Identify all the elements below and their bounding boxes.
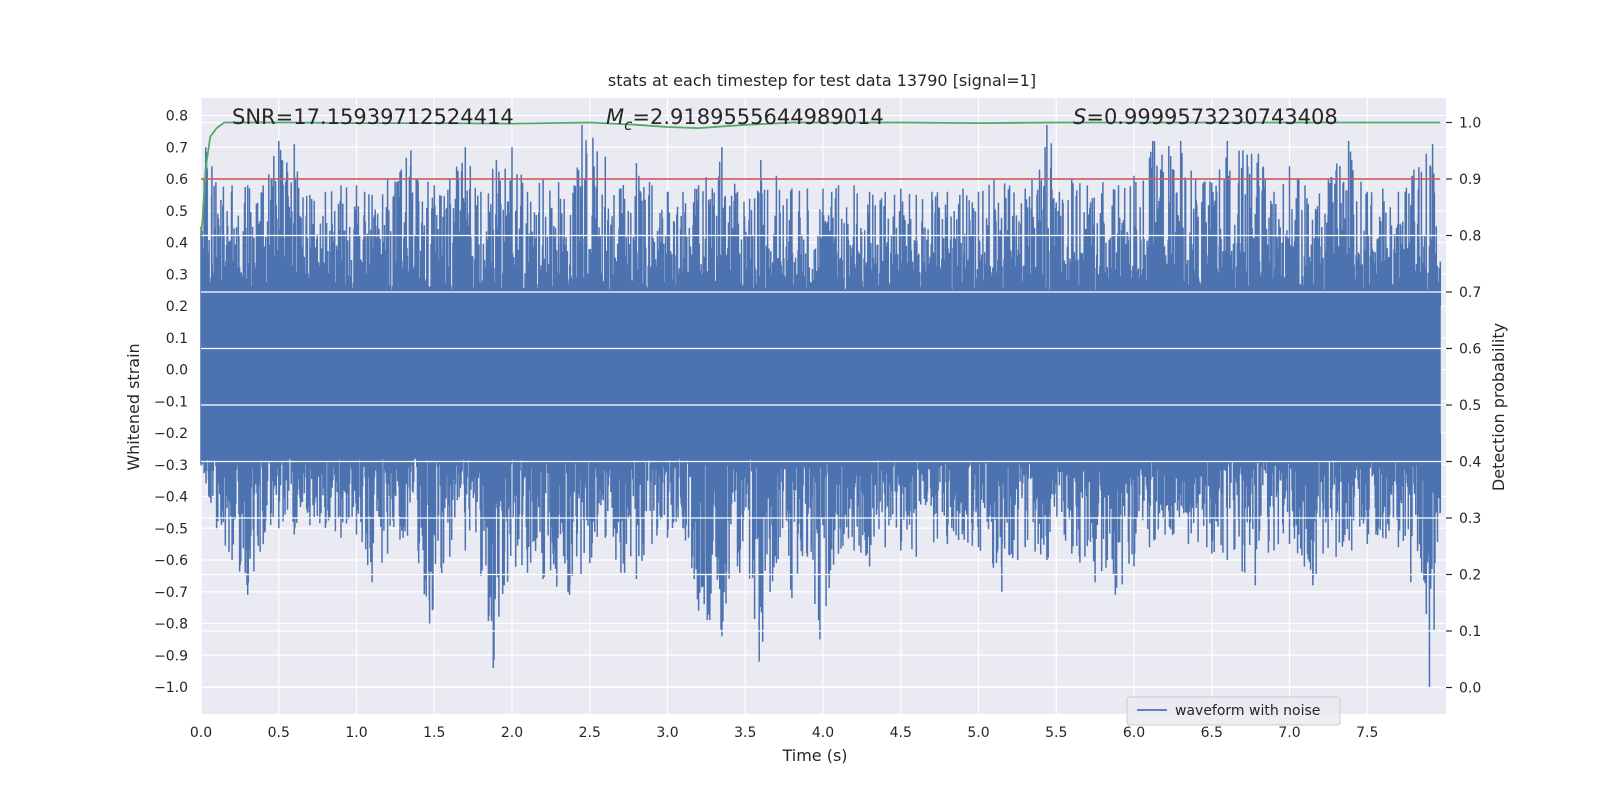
x-tick-label: 3.0 <box>656 725 678 741</box>
y-left-tick-label: 0.2 <box>166 299 188 315</box>
y-right-axis-label: Detection probability <box>1489 323 1508 491</box>
y-right-tick-label: 0.6 <box>1459 342 1481 358</box>
y-left-tick-label: −0.7 <box>154 585 188 601</box>
probability-series <box>200 121 1441 236</box>
x-axis-ticks: 0.0 0.5 1.0 1.5 2.0 2.5 3.0 3.5 4.0 4.5 5.0 5.5 6.0 6… <box>190 725 1379 741</box>
y-right-tick-label: 0.9 <box>1459 172 1481 188</box>
x-tick-label: 3.5 <box>734 725 756 741</box>
detection-probability-line <box>200 121 1441 236</box>
snr-label: SNR <box>232 105 276 129</box>
x-tick-label: 2.5 <box>579 725 601 741</box>
y-right-axis-ticks: 1.0 0.9 0.8 0.7 0.6 0.5 0.4 0.3 0.2 0.1 0.0 <box>1446 116 1481 697</box>
y-right-tick-label: 0.4 <box>1459 455 1481 471</box>
y-left-tick-label: 0.6 <box>166 172 188 188</box>
y-left-axis-ticks: 0.8 0.7 0.6 0.5 0.4 0.3 0.2 0.1 0.0 −0.1 −0.2 −0.3 −… <box>154 109 188 697</box>
x-axis-label: Time (s) <box>781 746 847 765</box>
y-left-tick-label: −0.8 <box>154 617 188 633</box>
y-right-tick-label: 0.0 <box>1459 681 1481 697</box>
x-tick-label: 6.0 <box>1123 725 1145 741</box>
x-tick-label: 7.5 <box>1356 725 1378 741</box>
y-left-tick-label: −0.9 <box>154 648 188 664</box>
y-right-tick-label: 0.3 <box>1459 511 1481 527</box>
y-left-tick-label: −0.2 <box>154 426 188 442</box>
chirp-mass-subscript: c <box>624 116 633 134</box>
y-left-tick-label: 0.4 <box>166 236 188 252</box>
chirp-mass-value: =2.9189555644989014 <box>632 105 883 129</box>
x-tick-label: 1.0 <box>345 725 367 741</box>
x-tick-label: 6.5 <box>1201 725 1223 741</box>
x-tick-label: 5.5 <box>1045 725 1067 741</box>
y-left-tick-label: 0.7 <box>166 140 188 156</box>
legend-box <box>1126 696 1341 726</box>
chart-title: stats at each timestep for test data 137… <box>608 71 1036 90</box>
score-annotation: S=0.9999573230743408 <box>1073 105 1338 129</box>
y-right-tick-label: 0.7 <box>1459 285 1481 301</box>
y-left-tick-label: 0.8 <box>166 109 188 125</box>
x-tick-label: 4.0 <box>812 725 834 741</box>
y-left-tick-label: −0.4 <box>154 490 188 506</box>
snr-annotation: SNR=17.15939712524414 <box>232 105 514 129</box>
chirp-mass-annotation: Mc=2.9189555644989014 <box>606 105 884 134</box>
y-left-tick-label: 0.5 <box>166 204 188 220</box>
y-left-axis-label: Whitened strain <box>124 343 143 470</box>
x-tick-label: 0.5 <box>268 725 290 741</box>
x-tick-label: 2.0 <box>501 725 523 741</box>
y-left-tick-label: 0.3 <box>166 267 188 283</box>
y-right-tick-label: 0.8 <box>1459 229 1481 245</box>
x-tick-label: 1.5 <box>423 725 445 741</box>
score-symbol: S <box>1073 105 1086 129</box>
legend: waveform with noise <box>1126 696 1341 726</box>
y-left-tick-label: −0.5 <box>154 521 188 537</box>
x-tick-label: 7.0 <box>1278 725 1300 741</box>
chirp-mass-symbol: M <box>606 105 624 129</box>
annotations: SNR=17.15939712524414 Mc=2.9189555644989… <box>232 105 1338 134</box>
y-right-tick-label: 0.1 <box>1459 624 1481 640</box>
score-value: =0.9999573230743408 <box>1086 105 1337 129</box>
y-right-tick-label: 0.2 <box>1459 568 1481 584</box>
snr-value: =17.15939712524414 <box>276 105 514 129</box>
y-left-tick-label: −0.1 <box>154 394 188 410</box>
y-left-tick-label: −1.0 <box>154 680 188 696</box>
y-right-tick-label: 0.5 <box>1459 398 1481 414</box>
y-left-tick-label: −0.6 <box>154 553 188 569</box>
y-right-tick-label: 1.0 <box>1459 116 1481 132</box>
x-tick-label: 4.5 <box>890 725 912 741</box>
y-left-tick-label: −0.3 <box>154 458 188 474</box>
y-left-tick-label: 0.0 <box>166 363 188 379</box>
x-tick-label: 0.0 <box>190 725 212 741</box>
y-left-tick-label: 0.1 <box>166 331 188 347</box>
x-tick-label: 5.0 <box>967 725 989 741</box>
waveform-series <box>200 125 1442 687</box>
legend-label: waveform with noise <box>1175 703 1320 719</box>
